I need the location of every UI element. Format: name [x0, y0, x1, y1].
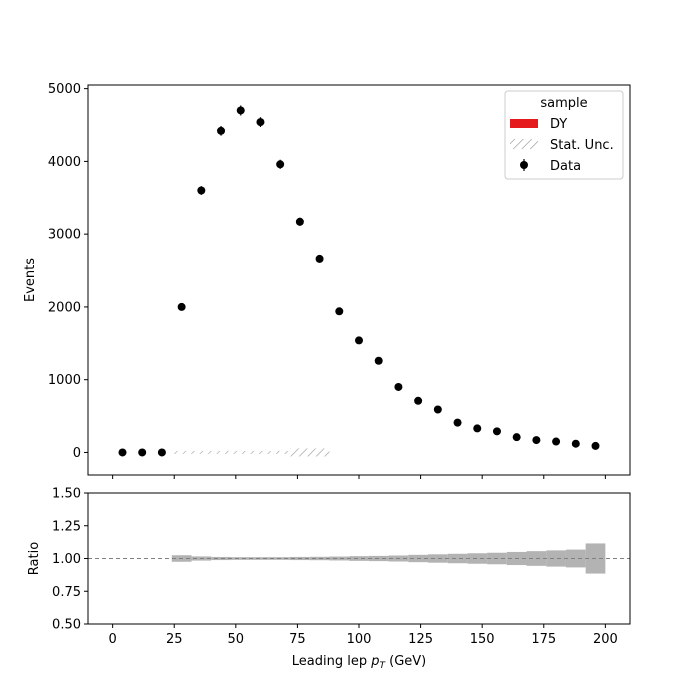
main-y-tick-label: 0 — [73, 446, 81, 461]
main-y-tick-label: 1000 — [48, 373, 81, 388]
legend-data-marker — [520, 159, 528, 171]
data-point — [295, 217, 304, 226]
x-tick-label: 175 — [531, 632, 556, 647]
legend-stat-unc-swatch — [510, 139, 538, 149]
data-series — [118, 105, 600, 457]
data-point — [492, 427, 501, 436]
data-point — [177, 302, 186, 311]
ratio-y-tick-label: 0.75 — [52, 585, 81, 600]
data-point — [532, 436, 541, 445]
legend-title: sample — [540, 96, 587, 111]
stat-unc-bin — [250, 450, 271, 454]
x-tick-label: 100 — [347, 632, 372, 647]
main-y-axis-ticks: 0 1000 2000 3000 4000 5000 — [48, 82, 88, 461]
data-point — [552, 437, 561, 446]
x-axis-label-var: p — [370, 654, 379, 669]
x-tick-label: 50 — [228, 632, 245, 647]
data-point — [138, 448, 147, 457]
data-point — [591, 441, 600, 450]
data-point — [197, 186, 206, 195]
ratio-unc-bin — [349, 556, 369, 561]
main-y-tick-label: 5000 — [48, 82, 81, 97]
ratio-unc-bin — [427, 554, 448, 563]
y-axis-label: Events — [23, 258, 38, 302]
data-point — [374, 356, 383, 365]
x-tick-label: 0 — [108, 632, 116, 647]
ratio-unc-bin — [546, 550, 566, 567]
ratio-y-axis-ticks: 0.50 0.75 1.00 1.25 1.50 — [52, 487, 88, 633]
x-tick-label: 75 — [289, 632, 306, 647]
data-point — [433, 405, 442, 414]
x-axis-ticks: 0 25 50 75 100 125 150 175 200 — [108, 624, 618, 647]
main-y-tick-label: 4000 — [48, 155, 81, 170]
data-point — [335, 307, 344, 316]
data-point — [256, 118, 265, 127]
ratio-unc-bin — [447, 553, 468, 564]
data-point — [236, 106, 245, 115]
stat-unc-band — [171, 448, 330, 457]
x-tick-label: 125 — [408, 632, 433, 647]
main-y-tick-label: 2000 — [48, 300, 81, 315]
x-tick-label: 150 — [470, 632, 495, 647]
ratio-y-tick-label: 1.25 — [52, 519, 81, 534]
ratio-y-tick-label: 0.50 — [52, 618, 81, 633]
ratio-panel: 0 25 50 75 100 125 150 175 200 0.50 0.75 1.00 1.25 1… — [27, 487, 631, 671]
stat-unc-bin — [171, 450, 192, 454]
stat-unc-bin — [230, 450, 251, 454]
ratio-unc-bin — [230, 557, 251, 560]
legend-dy-label: DY — [550, 117, 567, 132]
data-point — [394, 382, 403, 391]
x-axis-label: Leading lep pT (GeV) — [292, 654, 426, 671]
ratio-y-tick-label: 1.50 — [52, 487, 81, 502]
data-point — [315, 254, 324, 263]
data-point — [276, 160, 285, 169]
ratio-y-tick-label: 1.00 — [52, 552, 81, 567]
stat-unc-bin — [309, 448, 330, 457]
data-point — [453, 418, 462, 427]
legend-stat-unc-label: Stat. Unc. — [550, 138, 614, 153]
data-point — [414, 396, 423, 405]
legend-box — [504, 90, 624, 180]
ratio-unc-bin — [329, 556, 350, 561]
data-point — [118, 448, 127, 457]
legend-data-label: Data — [550, 159, 581, 174]
x-tick-label: 25 — [166, 632, 183, 647]
stat-unc-bin — [290, 448, 310, 457]
data-point — [571, 439, 580, 448]
ratio-y-axis-label: Ratio — [27, 542, 42, 575]
ratio-unc-bin — [565, 549, 586, 568]
x-axis-label-prefix: Leading lep — [292, 654, 371, 669]
data-point — [473, 424, 482, 433]
ratio-unc-bin — [467, 553, 488, 564]
x-axis-label-sub: T — [379, 661, 386, 671]
data-point — [217, 126, 226, 135]
x-axis-label-suffix: (GeV) — [385, 654, 426, 669]
stat-unc-bin — [191, 450, 212, 454]
ratio-unc-bin — [250, 557, 271, 560]
stat-unc-bin — [270, 450, 291, 454]
stat-unc-bin — [211, 450, 231, 454]
data-point — [512, 433, 521, 442]
main-y-tick-label: 3000 — [48, 228, 81, 243]
x-tick-label: 200 — [593, 632, 618, 647]
legend-dy-swatch — [510, 119, 538, 128]
main-x-ticks — [112, 475, 606, 479]
legend-data-dot — [520, 161, 528, 169]
main-panel: 0 1000 2000 3000 4000 5000 Events sample DY S… — [23, 82, 631, 479]
data-point — [355, 336, 363, 345]
legend: sample DY Stat. Unc. Data — [504, 90, 624, 180]
data-point — [157, 448, 166, 457]
